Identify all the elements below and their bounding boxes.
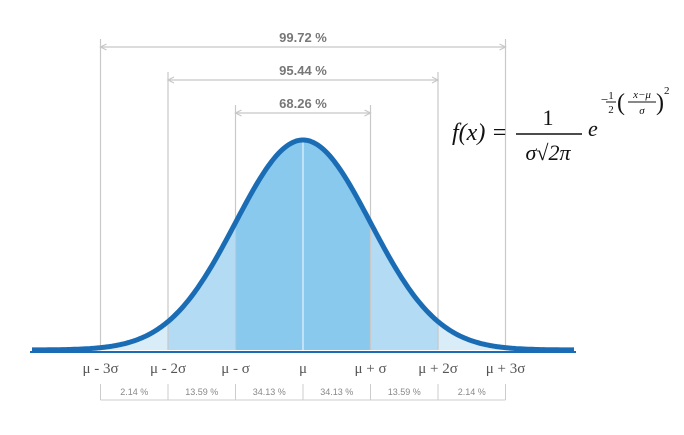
segment-percent: 2.14 %	[120, 387, 148, 397]
sigma-label: μ + 3σ	[486, 361, 526, 377]
formula-denominator: σ√2π	[526, 140, 572, 165]
arrow	[499, 43, 507, 51]
bracket-label: 95.44 %	[279, 63, 327, 78]
paren: (	[617, 90, 625, 116]
formula-lhs: f(x) =	[452, 120, 508, 146]
segment-percent: 13.59 %	[185, 387, 218, 397]
area-region	[100, 322, 168, 350]
arrow	[431, 76, 440, 84]
sigma-label: μ + σ	[354, 361, 386, 377]
frac-den: σ	[639, 105, 645, 117]
area-region	[438, 321, 506, 350]
formula-base: e	[588, 116, 598, 141]
sigma-label: μ - 2σ	[150, 361, 186, 377]
sigma-label: μ + 2σ	[418, 361, 458, 377]
bell-curve	[31, 137, 575, 353]
sigma-label: μ - σ	[221, 361, 250, 377]
area-region	[235, 140, 303, 350]
arrow	[364, 109, 372, 117]
exp-num: 1	[608, 90, 614, 102]
segment-percent: 34.13 %	[320, 387, 353, 397]
arrow	[99, 43, 107, 51]
bracket-label: 99.72 %	[279, 30, 327, 45]
power: 2	[664, 85, 670, 97]
segment-percent: 34.13 %	[253, 387, 286, 397]
formula-numerator: 1	[543, 105, 554, 130]
bracket-label: 68.26 %	[279, 96, 327, 111]
paren: )	[656, 90, 664, 116]
exp-den: 2	[608, 104, 614, 116]
sigma-label: μ - 3σ	[82, 361, 118, 377]
formula: f(x) = 1 σ√2π e − 1 2 ( x−μ σ ) 2	[452, 85, 670, 165]
segment-percent: 2.14 %	[458, 387, 486, 397]
area-region	[303, 140, 371, 350]
segment-percent: 13.59 %	[388, 387, 421, 397]
sigma-label: μ	[299, 361, 307, 377]
exp-sign: −	[600, 92, 609, 107]
frac-num: x−μ	[632, 89, 651, 101]
arrow	[234, 109, 242, 117]
arrow	[166, 76, 175, 84]
